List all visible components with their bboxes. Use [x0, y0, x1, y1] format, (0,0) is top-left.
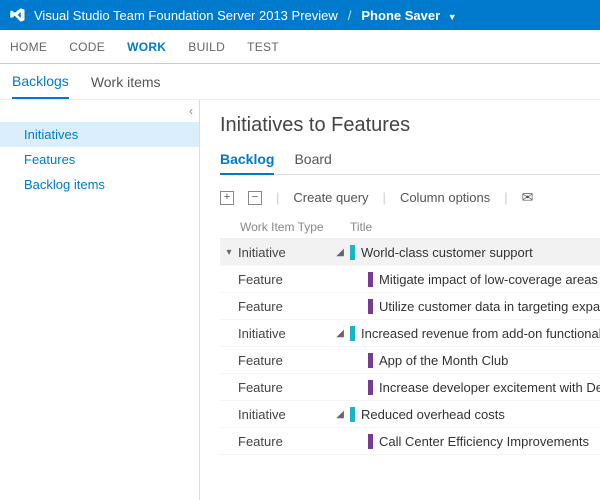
main-area: ‹ Initiatives Features Backlog items Ini…	[0, 100, 600, 500]
feature-marker-icon	[368, 380, 373, 395]
subnav-workitems[interactable]: Work items	[91, 74, 161, 98]
row-type: Feature	[238, 272, 350, 287]
row-type: Feature	[238, 353, 350, 368]
column-header-type[interactable]: Work Item Type	[220, 220, 350, 234]
row-type-label: Feature	[238, 299, 283, 314]
top-bar: Visual Studio Team Foundation Server 201…	[0, 0, 600, 30]
create-query-button[interactable]: Create query	[293, 190, 368, 205]
hub-build[interactable]: BUILD	[188, 40, 225, 54]
initiative-marker-icon	[350, 326, 355, 341]
tab-backlog[interactable]: Backlog	[220, 151, 274, 175]
column-header-title[interactable]: Title	[350, 220, 600, 234]
row-title: Mitigate impact of low-coverage areas	[379, 272, 600, 287]
expand-children-icon[interactable]: ◢	[336, 247, 344, 258]
email-icon[interactable]: ✉	[522, 189, 534, 206]
row-title: Increased revenue from add-on functional…	[361, 326, 600, 341]
grid-row[interactable]: Feature Mitigate impact of low-coverage a…	[220, 266, 600, 293]
tab-board[interactable]: Board	[294, 151, 331, 174]
subnav-backlogs[interactable]: Backlogs	[12, 73, 69, 99]
grid-row[interactable]: Feature Utilize customer data in targetin…	[220, 293, 600, 320]
row-title: World-class customer support	[361, 245, 600, 260]
add-icon[interactable]: +	[220, 191, 234, 205]
grid-header: Work Item Type Title	[220, 216, 600, 239]
row-type: Feature	[238, 299, 350, 314]
collapse-all-icon[interactable]: −	[248, 191, 262, 205]
chevron-down-icon: ▼	[448, 12, 457, 22]
product-name: Visual Studio Team Foundation Server 201…	[34, 8, 338, 23]
row-type-label: Feature	[238, 434, 283, 449]
content-area: Initiatives to Features Backlog Board + …	[200, 100, 600, 500]
feature-marker-icon	[368, 299, 373, 314]
backlog-tree: Initiatives Features Backlog items	[0, 100, 199, 197]
toolbar-divider: |	[276, 190, 279, 205]
grid-row[interactable]: Initiative ◢ Reduced overhead costs	[220, 401, 600, 428]
sidebar-item-initiatives[interactable]: Initiatives	[0, 122, 199, 147]
row-type-label: Initiative	[238, 326, 286, 341]
row-twisty-icon[interactable]: ▾	[220, 247, 238, 258]
collapse-sidebar-icon[interactable]: ‹	[189, 104, 193, 118]
toolbar-divider: |	[383, 190, 386, 205]
feature-marker-icon	[368, 353, 373, 368]
row-title: Call Center Efficiency Improvements	[379, 434, 600, 449]
expand-children-icon[interactable]: ◢	[336, 409, 344, 420]
page-title: Initiatives to Features	[220, 114, 600, 137]
row-title: Increase developer excitement with Devel…	[379, 380, 600, 395]
row-type-label: Feature	[238, 353, 283, 368]
project-name: Phone Saver	[361, 8, 440, 23]
sidebar-item-features[interactable]: Features	[0, 147, 199, 172]
initiative-marker-icon	[350, 245, 355, 260]
sub-nav: Backlogs Work items	[0, 64, 600, 100]
hub-test[interactable]: TEST	[247, 40, 279, 54]
row-type: Initiative ◢	[238, 326, 350, 341]
row-type: Feature	[238, 380, 350, 395]
grid-row[interactable]: Feature Call Center Efficiency Improvemen…	[220, 428, 600, 455]
sidebar: ‹ Initiatives Features Backlog items	[0, 100, 200, 500]
grid-row[interactable]: Feature Increase developer excitement wit…	[220, 374, 600, 401]
initiative-marker-icon	[350, 407, 355, 422]
row-type-label: Initiative	[238, 407, 286, 422]
row-type: Feature	[238, 434, 350, 449]
row-type-label: Feature	[238, 380, 283, 395]
view-tabs: Backlog Board	[220, 151, 600, 175]
row-type: Initiative ◢	[238, 407, 350, 422]
row-title: App of the Month Club	[379, 353, 600, 368]
grid-row[interactable]: Initiative ◢ Increased revenue from add-on…	[220, 320, 600, 347]
feature-marker-icon	[368, 272, 373, 287]
row-type-label: Feature	[238, 272, 283, 287]
hub-home[interactable]: HOME	[10, 40, 47, 54]
row-title: Utilize customer data in targeting expan…	[379, 299, 600, 314]
grid-body: ▾Initiative◢World-class customer support…	[220, 239, 600, 455]
toolbar-divider: |	[504, 190, 507, 205]
breadcrumb-separator: /	[348, 8, 352, 23]
vs-logo-icon	[8, 6, 26, 24]
row-type: Initiative ◢	[238, 245, 350, 260]
hub-code[interactable]: CODE	[69, 40, 105, 54]
expand-children-icon[interactable]: ◢	[336, 328, 344, 339]
grid-row[interactable]: ▾Initiative ◢ World-class customer support	[220, 239, 600, 266]
toolbar: + − | Create query | Column options | ✉	[220, 183, 600, 216]
sidebar-item-backlogitems[interactable]: Backlog items	[0, 172, 199, 197]
row-title: Reduced overhead costs	[361, 407, 600, 422]
hub-work[interactable]: WORK	[127, 40, 166, 54]
grid-row[interactable]: Feature App of the Month Club	[220, 347, 600, 374]
project-switcher[interactable]: Phone Saver ▼	[361, 8, 456, 23]
column-options-button[interactable]: Column options	[400, 190, 490, 205]
feature-marker-icon	[368, 434, 373, 449]
hub-nav: HOME CODE WORK BUILD TEST	[0, 30, 600, 64]
row-type-label: Initiative	[238, 245, 286, 260]
